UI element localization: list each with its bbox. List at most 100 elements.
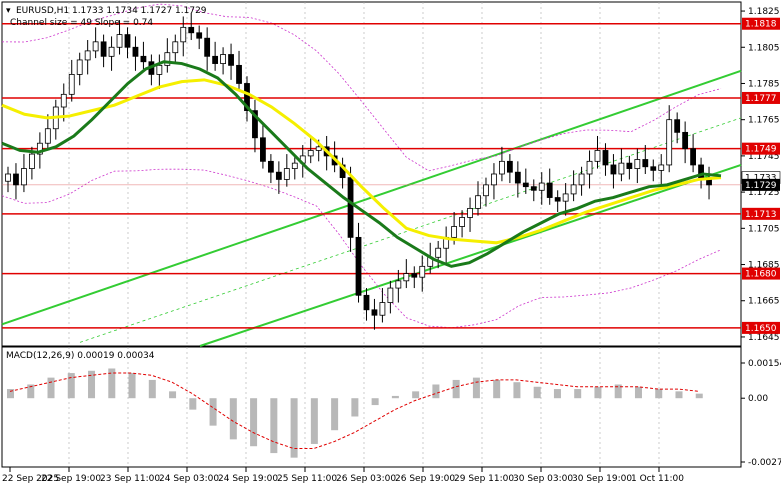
macd-histogram-bar xyxy=(67,373,75,399)
candle-body xyxy=(164,52,171,66)
time-tick-label: 26 Sep 19:00 xyxy=(395,474,455,484)
candle-body xyxy=(514,171,521,184)
candle-body xyxy=(642,159,649,168)
candle-body xyxy=(283,168,290,180)
macd-histogram-bar xyxy=(128,373,136,399)
candle-body xyxy=(610,164,617,175)
candle-body xyxy=(538,182,545,191)
candle-body xyxy=(403,273,410,282)
candle-body xyxy=(180,26,187,43)
macd-histogram-bar xyxy=(655,389,663,399)
candle-body xyxy=(658,164,665,171)
candle-body xyxy=(76,59,83,75)
level-price-tag xyxy=(742,267,780,280)
macd-histogram-bar xyxy=(27,384,35,399)
candle-body xyxy=(36,142,43,155)
time-tick-label: 29 Sep 11:00 xyxy=(454,474,514,484)
current-price-tag xyxy=(742,178,780,191)
candle-body xyxy=(522,182,529,188)
price-tick-label: 1.1745 xyxy=(748,152,780,162)
level-price-tag xyxy=(742,321,780,334)
macd-tick-label: -0.00279 xyxy=(748,458,781,468)
candle-body xyxy=(228,54,234,66)
macd-tick-label: 0.00154 xyxy=(748,359,781,369)
macd-histogram-bar xyxy=(351,398,359,417)
macd-histogram-bar xyxy=(574,389,582,399)
level-price-tag-label: 1.1680 xyxy=(745,270,777,280)
macd-histogram-bar xyxy=(148,379,156,399)
candle-body xyxy=(116,34,123,48)
price-tick-label: 1.1765 xyxy=(748,116,780,126)
candle-body xyxy=(698,164,704,179)
time-tick-label: 23 Sep 11:00 xyxy=(100,474,160,484)
macd-histogram-bar xyxy=(331,398,339,431)
candle-body xyxy=(60,93,67,108)
price-tick-label: 1.1785 xyxy=(748,79,780,89)
candle-body xyxy=(291,162,298,169)
candle-body xyxy=(578,173,585,186)
candle-body xyxy=(451,226,458,238)
level-price-tag-label: 1.1749 xyxy=(745,145,777,155)
candle-body xyxy=(387,287,394,303)
candle-body xyxy=(530,186,537,191)
candle-body xyxy=(499,160,505,175)
candle-body xyxy=(650,166,657,171)
candle-body xyxy=(196,32,203,39)
candle-body xyxy=(626,162,633,169)
candle-body xyxy=(682,131,689,150)
candle-body xyxy=(92,41,99,52)
candle-body xyxy=(275,171,282,180)
level-price-tag-label: 1.1650 xyxy=(745,324,777,334)
macd-histogram-bar xyxy=(553,389,561,399)
price-tick-label: 1.1645 xyxy=(748,333,780,343)
macd-histogram-bar xyxy=(391,395,399,399)
channel-lower-line xyxy=(199,163,742,347)
candle-body xyxy=(371,309,378,316)
macd-histogram-bar xyxy=(634,386,642,399)
candle-body xyxy=(44,128,51,144)
macd-histogram-bar xyxy=(189,398,197,410)
macd-histogram-bar xyxy=(412,391,420,399)
candle-body xyxy=(690,148,697,166)
candle-body xyxy=(108,46,115,57)
moving-averages xyxy=(1,60,722,268)
macd-histogram-bar xyxy=(250,398,258,447)
candle-body xyxy=(307,150,314,157)
candle-body xyxy=(220,54,226,64)
macd-indicator xyxy=(7,368,703,458)
macd-histogram-bar xyxy=(371,398,379,406)
time-tick-label: 30 Sep 03:00 xyxy=(513,474,573,484)
candle-body xyxy=(475,195,481,209)
bollinger-lower-band xyxy=(1,168,722,329)
candle-body xyxy=(379,302,386,316)
candle-body xyxy=(28,153,35,169)
candle-body xyxy=(21,168,27,186)
level-price-tag xyxy=(742,17,780,30)
bollinger-bands xyxy=(1,3,722,329)
candle-body xyxy=(212,55,219,64)
macd-histogram-bar xyxy=(88,370,96,399)
candle-body xyxy=(554,197,561,202)
time-tick-label: 22 Sep 19:00 xyxy=(41,474,101,484)
candle-body xyxy=(315,146,322,151)
price-tick-label: 1.1665 xyxy=(748,297,780,307)
macd-tick-label: 0.00 xyxy=(748,394,768,404)
time-tick-label: 1 Oct 11:00 xyxy=(631,474,684,484)
macd-histogram-bar xyxy=(452,379,460,399)
candle-body xyxy=(124,34,131,48)
level-price-tag-label: 1.1818 xyxy=(745,20,777,30)
fast-moving-average xyxy=(1,60,722,268)
macd-histogram-bar xyxy=(513,382,521,399)
candle-body xyxy=(562,193,569,202)
macd-histogram-bar xyxy=(310,398,318,444)
macd-histogram-bar xyxy=(209,398,217,426)
macd-histogram-bar xyxy=(229,398,237,440)
candle-body xyxy=(355,236,362,296)
candle-body xyxy=(252,110,258,139)
candle-body xyxy=(84,50,91,61)
candle-body xyxy=(634,159,641,169)
candle-body xyxy=(618,162,625,175)
candle-body xyxy=(267,160,274,173)
